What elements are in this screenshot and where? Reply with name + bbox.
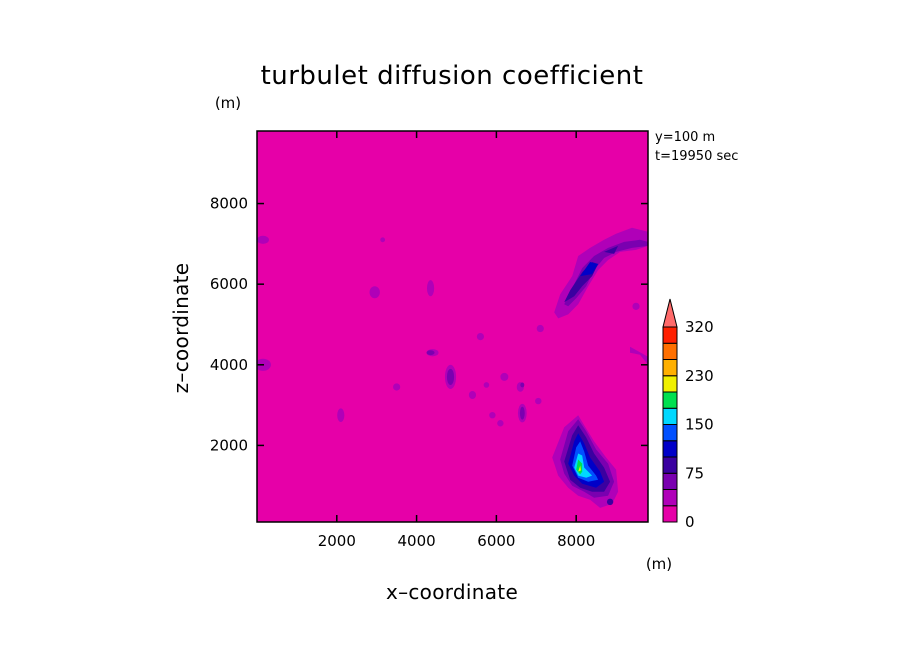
contour-spot bbox=[535, 397, 542, 405]
x-tick-label: 6000 bbox=[477, 532, 515, 550]
contour-edge-patch bbox=[630, 346, 648, 365]
contour-spot bbox=[497, 420, 504, 427]
contour-fills bbox=[257, 227, 648, 508]
contour-spot bbox=[476, 332, 485, 341]
colorbar-segment bbox=[662, 440, 678, 458]
plot-area bbox=[257, 131, 648, 522]
y-tick-label: 2000 bbox=[210, 436, 248, 454]
annotation-time: t=19950 sec bbox=[655, 149, 738, 164]
chart-title: turbulet diffusion coefficient bbox=[261, 61, 644, 91]
contour-spot bbox=[337, 408, 345, 423]
colorbar-segment bbox=[662, 391, 678, 409]
contour-max-peak bbox=[578, 465, 581, 472]
contour-plume-level2 bbox=[564, 239, 648, 307]
contour-spot-strong bbox=[606, 498, 614, 506]
x-tick-label: 4000 bbox=[397, 532, 435, 550]
x-axis-label: x–coordinate bbox=[386, 580, 518, 604]
y-unit-label: (m) bbox=[215, 94, 241, 112]
colorbar-segment bbox=[662, 326, 678, 344]
contour-spot-strong bbox=[520, 382, 525, 388]
colorbar-segment bbox=[662, 375, 678, 393]
colorbar-segment bbox=[662, 472, 678, 490]
contour-plume-spot bbox=[604, 245, 619, 254]
colorbar-extend-arrow bbox=[662, 298, 678, 328]
colorbar-tick-label: 150 bbox=[685, 416, 714, 434]
contour-spot bbox=[489, 411, 496, 419]
contour-spot bbox=[257, 235, 269, 244]
colorbar-tick-label: 75 bbox=[685, 464, 704, 482]
contour-spot-strong bbox=[446, 368, 455, 385]
x-unit-label: (m) bbox=[646, 555, 672, 573]
contour-spot bbox=[536, 324, 544, 333]
colorbar-segment bbox=[662, 342, 678, 360]
colorbar-tick-label: 320 bbox=[685, 318, 714, 336]
contour-spot bbox=[500, 372, 509, 381]
plot-frame bbox=[256, 130, 649, 523]
y-tick-label: 8000 bbox=[210, 195, 248, 213]
contour-spot bbox=[380, 237, 386, 243]
colorbar-tick-label: 230 bbox=[685, 367, 714, 385]
y-axis-ticks: 2000 4000 6000 8000 bbox=[210, 195, 648, 454]
contour-max-level7 bbox=[576, 459, 583, 475]
contour-plume-core bbox=[580, 262, 599, 277]
colorbar-segment bbox=[662, 505, 678, 523]
contour-spot bbox=[632, 302, 640, 310]
y-tick-label: 6000 bbox=[210, 275, 248, 293]
colorbar-tick-label: 0 bbox=[685, 513, 695, 531]
x-tick-label: 2000 bbox=[318, 532, 356, 550]
x-tick-label: 8000 bbox=[557, 532, 595, 550]
colorbar-segment bbox=[662, 456, 678, 474]
contour-spot bbox=[468, 390, 477, 400]
contour-spot-strong bbox=[519, 406, 525, 420]
contour-spot bbox=[369, 286, 380, 299]
annotation-y-level: y=100 m bbox=[655, 130, 715, 145]
colorbar-segment bbox=[662, 359, 678, 377]
contour-spot bbox=[426, 280, 435, 297]
y-tick-label: 4000 bbox=[210, 356, 248, 374]
contour-spot bbox=[393, 383, 401, 391]
contour-spot bbox=[483, 382, 490, 388]
contour-spot-strong bbox=[426, 350, 435, 356]
colorbar: 0 75 150 230 320 bbox=[662, 298, 714, 531]
y-axis-label: z–coordinate bbox=[169, 263, 193, 394]
colorbar-segment bbox=[662, 424, 678, 442]
colorbar-segment bbox=[662, 489, 678, 507]
x-axis-ticks: 2000 4000 6000 8000 bbox=[318, 131, 595, 550]
colorbar-segment bbox=[662, 407, 678, 425]
